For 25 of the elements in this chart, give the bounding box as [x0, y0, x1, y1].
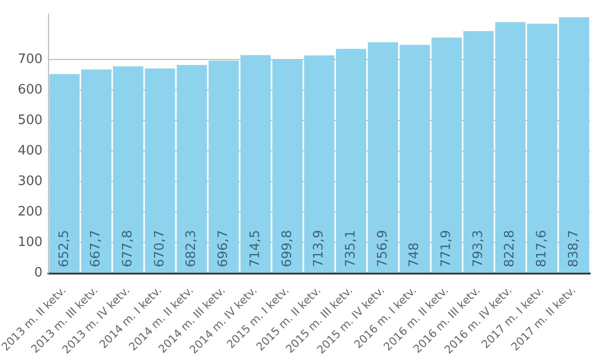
- y-tick-label: 500: [18, 113, 43, 128]
- y-tick-label: 200: [18, 204, 43, 220]
- data-label: 793,3: [470, 230, 486, 268]
- data-label: 748: [407, 242, 422, 268]
- y-tick-label: 700: [18, 52, 43, 67]
- data-label: 696,7: [216, 230, 232, 268]
- y-tick-label: 0: [34, 266, 43, 281]
- data-label: 667,7: [88, 230, 104, 268]
- data-label: 677,8: [120, 230, 136, 268]
- data-label: 713,9: [312, 230, 327, 268]
- data-label: 682,3: [184, 230, 200, 268]
- data-label: 670,7: [152, 230, 168, 268]
- data-label: 699,8: [280, 230, 295, 268]
- data-label: 714,5: [248, 230, 263, 268]
- y-tick-label: 600: [18, 82, 43, 98]
- data-label: 652,5: [56, 230, 72, 268]
- data-label: 771,9: [439, 230, 454, 268]
- data-label: 817,6: [534, 230, 550, 268]
- y-tick-label: 100: [18, 235, 43, 250]
- y-tick-label: 400: [18, 144, 43, 159]
- data-label: 735,1: [343, 230, 358, 268]
- data-label: 822,8: [502, 230, 518, 268]
- data-label: 756,9: [375, 230, 390, 268]
- y-tick-label: 300: [18, 174, 43, 190]
- data-label: 838,7: [566, 230, 582, 268]
